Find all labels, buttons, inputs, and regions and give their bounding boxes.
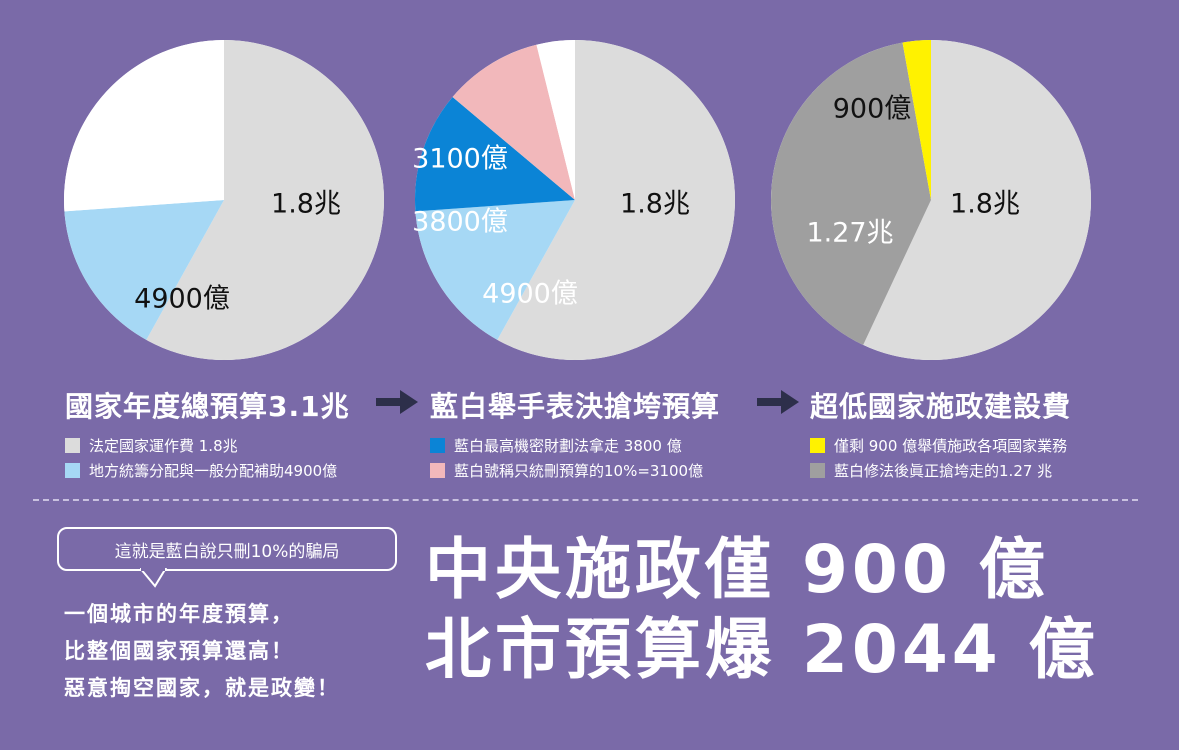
pie-3-slice-2	[771, 42, 931, 345]
pie-2-label-3: 3800億	[412, 207, 508, 238]
pie-1-slice-3	[63, 40, 224, 212]
message-line: 惡意掏空國家，就是政變！	[64, 676, 340, 700]
pie-1-label-2: 4900億	[134, 284, 230, 315]
pie-2-slice-3	[414, 97, 575, 212]
legend-label: 地方統籌分配與一般分配補助4900億	[89, 462, 338, 480]
legend-swatch	[65, 438, 80, 453]
legend-item: 藍白修法後眞正搶垮走的1.27 兆	[810, 458, 1071, 483]
pie-3-slice-3	[902, 40, 931, 200]
speech-bubble-tail	[140, 568, 168, 588]
legend-label: 僅剩 900 億舉債施政各項國家業務	[834, 437, 1068, 455]
legend-item: 藍白號稱只統刪預算的10%=3100億	[430, 458, 720, 483]
chart3-title: 超低國家施政建設費	[810, 390, 1072, 423]
pie-1-slice-1	[146, 40, 384, 360]
arrow-right-icon	[757, 390, 799, 414]
dashed-divider	[33, 499, 1138, 501]
legend-item: 地方統籌分配與一般分配補助4900億	[65, 458, 350, 483]
pie-charts: 1.8兆 4900億 1.8兆 4900億 3800億 3100億 1.8兆 1.27兆 900…	[63, 40, 1092, 360]
pie-2-slice-4	[452, 44, 575, 201]
legend-label: 藍白最高機密財劃法拿走 3800 億	[454, 437, 682, 455]
legend-swatch	[430, 438, 445, 453]
message-line: 一個城市的年度預算，	[64, 602, 294, 626]
legend-label: 藍白號稱只統刪預算的10%=3100億	[454, 462, 704, 480]
chart2-legend: 藍白最高機密財劃法拿走 3800 億 藍白號稱只統刪預算的10%=3100億	[430, 433, 720, 483]
chart1-legend: 法定國家運作費 1.8兆 地方統籌分配與一般分配補助4900億	[65, 433, 350, 483]
chart1-section: 國家年度總預算3.1兆 法定國家運作費 1.8兆 地方統籌分配與一般分配補助49…	[65, 385, 350, 483]
chart3-legend: 僅剩 900 億舉債施政各項國家業務 藍白修法後眞正搶垮走的1.27 兆	[810, 433, 1071, 483]
pie-2-slice-1	[497, 40, 735, 360]
speech-bubble: 這就是藍白說只刪10%的騙局	[57, 527, 397, 571]
pie-2-slice-2	[415, 200, 575, 340]
legend-swatch	[810, 463, 825, 478]
pie-2-label-4: 3100億	[412, 144, 508, 175]
headline: 中央施政僅 900 億 北市預算爆 2044 億	[425, 530, 1099, 690]
chart3-section: 超低國家施政建設費 僅剩 900 億舉債施政各項國家業務 藍白修法後眞正搶垮走的…	[810, 385, 1071, 483]
chart1-title: 國家年度總預算3.1兆	[65, 390, 350, 423]
legend-item: 法定國家運作費 1.8兆	[65, 433, 350, 458]
legend-item: 藍白最高機密財劃法拿走 3800 億	[430, 433, 720, 458]
pie-2-label-1: 1.8兆	[620, 189, 690, 220]
pie-3-label-3: 900億	[833, 94, 912, 125]
pie-3-label-2: 1.27兆	[806, 218, 893, 249]
pie-2-label-2: 4900億	[482, 279, 578, 310]
speech-bubble-text: 這就是藍白說只刪10%的騙局	[114, 541, 340, 562]
headline-line: 北市預算爆 2044 億	[425, 611, 1099, 688]
legend-swatch	[65, 463, 80, 478]
headline-line: 中央施政僅 900 億	[425, 531, 1049, 608]
pie-3-label-1: 1.8兆	[950, 189, 1020, 220]
legend-label: 藍白修法後眞正搶垮走的1.27 兆	[834, 462, 1053, 480]
pie-1-slice-2	[64, 200, 225, 340]
legend-label: 法定國家運作費 1.8兆	[89, 437, 238, 455]
legend-swatch	[430, 463, 445, 478]
message-block: 一個城市的年度預算， 比整個國家預算還高！ 惡意掏空國家，就是政變！	[64, 596, 340, 707]
pie-3-slice-1	[863, 40, 1092, 360]
chart2-section: 藍白舉手表決搶垮預算 藍白最高機密財劃法拿走 3800 億 藍白號稱只統刪預算的…	[430, 385, 720, 483]
message-line: 比整個國家預算還高！	[64, 639, 294, 663]
chart2-title: 藍白舉手表決搶垮預算	[430, 390, 721, 423]
pie-1-label-1: 1.8兆	[271, 189, 341, 220]
pie-2-slice-5	[536, 40, 575, 200]
legend-item: 僅剩 900 億舉債施政各項國家業務	[810, 433, 1071, 458]
arrow-right-icon	[376, 390, 418, 414]
legend-swatch	[810, 438, 825, 453]
